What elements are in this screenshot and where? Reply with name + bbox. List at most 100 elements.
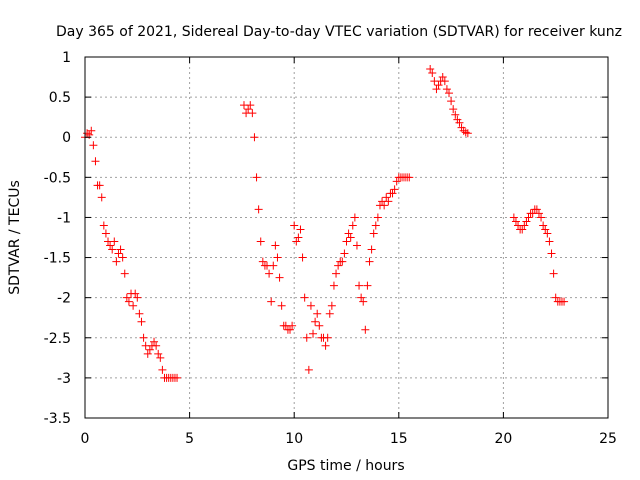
data-point — [244, 105, 253, 114]
data-point — [256, 237, 265, 246]
data-point — [271, 241, 280, 250]
data-point — [451, 110, 460, 119]
plot-frame — [84, 56, 609, 419]
data-point — [252, 173, 261, 182]
data-point — [352, 241, 361, 250]
data-point — [388, 189, 397, 198]
data-point — [106, 241, 115, 250]
y-axis: 1 0.5 0 -0.5 -1 -1.5 -2 -2.5 -3 -3.5 — [44, 50, 608, 427]
x-tick-label: 25 — [599, 431, 617, 447]
y-tick-label: -2 — [57, 291, 71, 307]
data-point — [348, 221, 357, 230]
data-point — [288, 321, 297, 330]
data-point — [137, 317, 146, 326]
data-point — [95, 181, 104, 190]
data-point — [114, 249, 123, 258]
data-point — [327, 301, 336, 310]
data-point — [254, 205, 263, 214]
data-point — [445, 89, 454, 98]
data-point — [549, 269, 558, 278]
data-point — [361, 325, 370, 334]
series-segment-1 — [81, 126, 182, 382]
data-point — [110, 237, 119, 246]
x-axis-label: GPS time / hours — [287, 458, 404, 474]
data-point — [323, 333, 332, 342]
data-point — [246, 101, 255, 110]
data-point — [321, 341, 330, 350]
data-point — [135, 309, 144, 318]
data-point — [131, 289, 140, 298]
data-point — [539, 221, 548, 230]
data-point — [346, 233, 355, 242]
data-point — [357, 293, 366, 302]
data-point — [158, 365, 167, 374]
grid — [85, 57, 608, 418]
data-point — [545, 237, 554, 246]
data-point — [118, 253, 127, 262]
data-point — [129, 301, 138, 310]
data-point — [267, 297, 276, 306]
data-point — [309, 329, 318, 338]
data-point — [560, 297, 569, 306]
y-tick-label: 0.5 — [49, 90, 71, 106]
data-point — [277, 301, 286, 310]
data-point — [97, 193, 106, 202]
data-point — [434, 81, 443, 90]
data-point — [509, 213, 518, 222]
data-point — [258, 257, 267, 266]
data-point — [124, 297, 133, 306]
data-point — [382, 193, 391, 202]
data-point — [332, 269, 341, 278]
data-point — [91, 157, 100, 166]
data-point — [457, 123, 466, 132]
data-point — [392, 177, 401, 186]
data-point — [543, 229, 552, 238]
data-point — [83, 129, 92, 138]
data-point — [520, 221, 529, 230]
data-point — [173, 373, 182, 382]
x-tick-label: 0 — [81, 431, 90, 447]
data-point — [380, 201, 389, 210]
data-point — [541, 225, 550, 234]
x-tick-label: 15 — [390, 431, 408, 447]
data-point — [304, 365, 313, 374]
data-point — [534, 209, 543, 218]
data-point — [342, 237, 351, 246]
series-segment-2 — [239, 101, 414, 374]
data-point — [265, 269, 274, 278]
data-point — [365, 257, 374, 266]
data-point — [340, 249, 349, 258]
data-point — [369, 229, 378, 238]
data-point — [428, 69, 437, 78]
data-point — [311, 317, 320, 326]
data-point — [250, 133, 259, 142]
data-point — [150, 337, 159, 346]
data-point — [99, 221, 108, 230]
data-point — [87, 126, 96, 135]
data-point — [390, 185, 399, 194]
data-point — [275, 273, 284, 282]
data-point — [524, 213, 533, 222]
data-markers — [81, 65, 569, 382]
data-point — [298, 253, 307, 262]
y-axis-label: SDTVAR / TECUs — [7, 180, 23, 295]
data-point — [355, 281, 364, 290]
data-point — [359, 297, 368, 306]
data-point — [547, 249, 556, 258]
data-point — [101, 229, 110, 238]
data-point — [442, 85, 451, 94]
data-point — [537, 213, 546, 222]
data-point — [438, 73, 447, 82]
data-point — [269, 261, 278, 270]
data-point — [139, 333, 148, 342]
data-point — [511, 217, 520, 226]
data-point — [453, 115, 462, 124]
data-point — [329, 281, 338, 290]
y-tick-label: -1 — [57, 210, 71, 226]
data-point — [334, 261, 343, 270]
y-tick-label: -1.5 — [44, 251, 71, 267]
data-point — [325, 309, 334, 318]
data-point — [522, 217, 531, 226]
data-point — [116, 245, 125, 254]
